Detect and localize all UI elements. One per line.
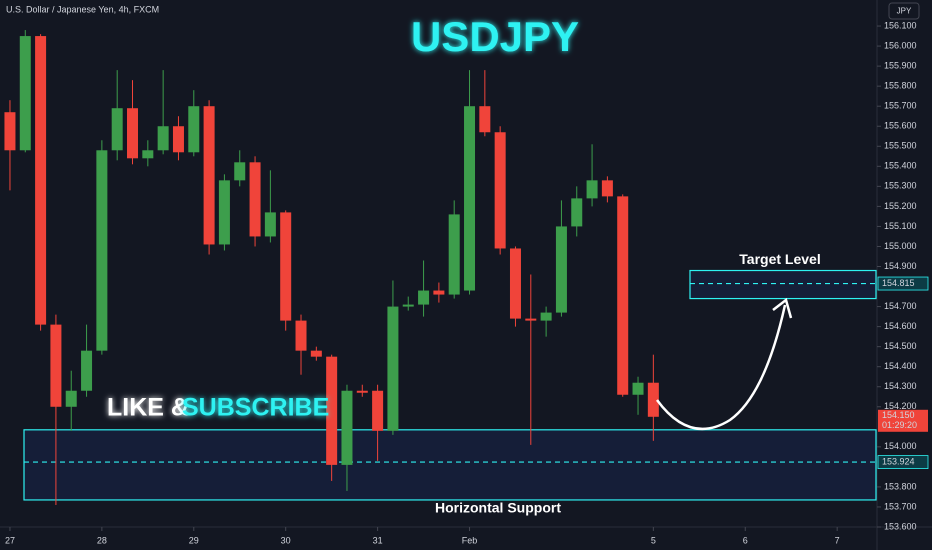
- candle-body: [111, 108, 123, 151]
- candle-body: [326, 356, 338, 465]
- x-tick-label: 5: [651, 535, 656, 545]
- y-tick-label: 154.200: [884, 401, 917, 411]
- x-tick-label: 31: [373, 535, 383, 545]
- candle-body: [188, 106, 200, 153]
- x-tick-label: 27: [5, 535, 15, 545]
- candle-body: [96, 150, 108, 351]
- candle-body: [448, 214, 460, 295]
- x-tick-label: 30: [281, 535, 291, 545]
- y-tick-label: 153.700: [884, 501, 917, 511]
- candle-body: [234, 162, 246, 181]
- candle-body: [50, 324, 62, 407]
- currency: JPY: [897, 7, 912, 16]
- candle-body: [65, 390, 77, 407]
- x-tick-label: 6: [743, 535, 748, 545]
- arrow-head: [772, 297, 793, 319]
- y-tick-label: 156.000: [884, 40, 917, 50]
- candle-body: [218, 180, 230, 245]
- y-tick-label: 154.900: [884, 261, 917, 271]
- candle-body: [494, 132, 506, 249]
- y-tick-label: 155.600: [884, 121, 917, 131]
- candle-body: [157, 126, 169, 151]
- last-price-tag: [878, 409, 928, 432]
- candle-body: [81, 350, 93, 391]
- zone-label: Horizontal Support: [435, 500, 561, 516]
- countdown: 01:29:20: [882, 420, 917, 430]
- candle-body: [617, 196, 629, 395]
- x-tick-label: 29: [189, 535, 199, 545]
- candle-body: [387, 306, 399, 431]
- last-price-label: 154.150: [882, 410, 915, 420]
- y-tick-label: 155.100: [884, 221, 917, 231]
- zone: [689, 269, 877, 300]
- candle-body: [402, 304, 414, 307]
- candle-body: [433, 290, 445, 295]
- level-tag: [877, 276, 929, 291]
- currency-box: [888, 2, 920, 20]
- candle-body: [249, 162, 261, 237]
- y-tick-label: 155.900: [884, 61, 917, 71]
- candle-body: [571, 198, 583, 227]
- level-tag-label: 153.924: [882, 456, 915, 466]
- y-tick-label: 154.700: [884, 301, 917, 311]
- y-tick-label: 154.500: [884, 341, 917, 351]
- candle-body: [632, 382, 644, 395]
- candle-body: [479, 106, 491, 133]
- level-tag-label: 154.815: [882, 278, 915, 288]
- y-tick-label: 154.300: [884, 381, 917, 391]
- y-tick-label: 154.400: [884, 361, 917, 371]
- candle-body: [264, 212, 276, 237]
- level-tag: [877, 455, 929, 469]
- y-tick-label: 155.300: [884, 181, 917, 191]
- candle-body: [280, 212, 292, 321]
- candle-body: [555, 226, 567, 313]
- y-tick-label: 155.000: [884, 241, 917, 251]
- y-tick-label: 155.800: [884, 81, 917, 91]
- candle-body: [295, 320, 307, 351]
- candle-body: [203, 106, 215, 245]
- candle-body: [586, 180, 598, 199]
- candle-body: [647, 382, 659, 417]
- candle-body: [142, 150, 154, 159]
- chart-title: USDJPY: [411, 13, 579, 60]
- candle-body: [372, 390, 384, 431]
- candle-body: [464, 106, 476, 291]
- projection-arrow: [655, 304, 787, 431]
- candle-body: [356, 390, 368, 393]
- candle-body: [4, 112, 16, 151]
- zone: [23, 429, 877, 501]
- zone-label: Target Level: [739, 251, 820, 267]
- candle-body: [19, 36, 31, 151]
- candle-body: [540, 312, 552, 321]
- x-tick-label: 7: [835, 535, 840, 545]
- candle-body: [172, 126, 184, 153]
- y-tick-label: 153.600: [884, 521, 917, 531]
- y-tick-label: 153.800: [884, 481, 917, 491]
- candle-body: [509, 248, 521, 319]
- y-tick-label: 156.100: [884, 20, 917, 30]
- y-tick-label: 155.700: [884, 101, 917, 111]
- candle-body: [127, 108, 139, 159]
- y-tick-label: 154.600: [884, 321, 917, 331]
- candle-body: [525, 318, 537, 321]
- candle-body: [35, 36, 47, 325]
- y-tick-label: 155.500: [884, 141, 917, 151]
- symbol-header: U.S. Dollar / Japanese Yen, 4h, FXCM: [6, 4, 159, 14]
- candle-body: [310, 350, 322, 357]
- candle-body: [601, 180, 613, 197]
- candle-body: [418, 290, 430, 305]
- candle-body: [341, 390, 353, 465]
- y-tick-label: 155.200: [884, 201, 917, 211]
- y-tick-label: 155.400: [884, 161, 917, 171]
- promo-text: LIKE &: [107, 394, 189, 422]
- x-tick-label: 28: [97, 535, 107, 545]
- promo-text: SUBSCRIBE: [182, 394, 329, 422]
- y-tick-label: 154.000: [884, 441, 917, 451]
- x-tick-label: Feb: [462, 535, 478, 545]
